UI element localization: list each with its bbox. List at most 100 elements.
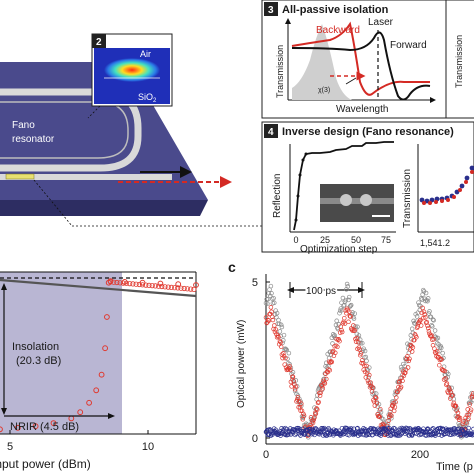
red-trace-point: [342, 321, 348, 326]
red-trace-point: [283, 355, 288, 361]
forward-point: [184, 286, 190, 292]
red-trace-point: [319, 383, 325, 389]
opt-xtick-0: 0: [293, 235, 298, 245]
chi3-label: χ(3): [318, 87, 330, 94]
red-trace-point: [360, 358, 365, 363]
forward-point: [130, 281, 136, 287]
panel-4: 4 Inverse design (Fano resonance) Reflec…: [261, 121, 474, 255]
red-trace-point: [301, 413, 307, 418]
red-trace-point: [333, 343, 339, 348]
grey-trace-point: [328, 352, 334, 357]
red-trace-point: [297, 405, 303, 410]
red-trace-point: [270, 317, 276, 323]
grey-trace-point: [416, 302, 422, 308]
leader-to-panel4-v: [33, 179, 73, 227]
red-trace-point: [457, 415, 463, 421]
grey-trace-point: [348, 302, 354, 308]
panel-4-number: 4: [268, 127, 274, 138]
forward-series: [0, 278, 199, 433]
grey-trace-point: [338, 306, 344, 311]
backward-label: Backward: [316, 25, 360, 36]
forward-point: [149, 282, 155, 289]
red-trace-point: [420, 305, 425, 311]
forward-point: [32, 423, 39, 430]
red-trace-point: [389, 413, 394, 418]
red-trace-point: [377, 414, 382, 420]
forward-point: [175, 285, 181, 291]
red-trace-point: [470, 391, 474, 396]
blue-trace-point: [470, 432, 474, 438]
red-trace-point: [292, 387, 298, 392]
red-trace-point: [410, 345, 416, 350]
red-trace-point: [414, 334, 419, 340]
red-trace-point: [421, 309, 427, 315]
bus-waveguide: [0, 174, 172, 180]
forward-point: [139, 282, 146, 288]
red-trace-point: [464, 420, 469, 425]
panel-b-xlabel: Input power (dBm): [0, 457, 91, 471]
grey-trace-point: [337, 310, 342, 316]
red-trace-point: [269, 314, 275, 320]
red-trace-point: [269, 309, 274, 315]
isolation-label-line2: (20.3 dB): [16, 355, 61, 367]
red-trace-point: [328, 359, 334, 364]
sem-hole-1: [340, 194, 352, 206]
chip-side: [0, 200, 208, 216]
opt-xtick-50: 50: [351, 235, 361, 245]
grey-trace-point: [341, 303, 346, 308]
red-trace-point: [423, 315, 428, 320]
red-trace-point: [422, 312, 427, 317]
grey-trace-point: [364, 358, 369, 364]
panel-3-y-arrowhead: [285, 18, 291, 24]
isolation-arrow-top: [1, 283, 7, 290]
opt-xtick-25: 25: [320, 235, 330, 245]
grey-trace-point: [272, 300, 277, 306]
blue-trace-point: [466, 425, 471, 431]
red-trace-point: [272, 323, 277, 328]
red-trace-point: [295, 395, 301, 400]
nrir-label: NRIR (4.5 dB): [10, 421, 79, 433]
red-trace-point: [417, 318, 423, 324]
red-trace-point: [312, 410, 318, 416]
red-trace-point: [296, 405, 301, 410]
grey-trace-point: [439, 345, 444, 351]
blue-trace-point: [369, 430, 374, 435]
red-trace-point: [318, 390, 323, 395]
red-trace-point: [367, 372, 372, 378]
red-trace-point: [293, 384, 299, 389]
red-trace-point: [342, 315, 347, 321]
red-trace-point: [337, 330, 343, 335]
backward-series: [0, 278, 197, 298]
grey-trace-point: [434, 340, 440, 346]
red-trace-point: [315, 400, 321, 406]
forward-point: [14, 424, 21, 431]
grey-trace-point: [340, 295, 346, 301]
blue-trace-point: [321, 425, 327, 431]
device-panel: Fano resonator 2 Air SiO2: [0, 33, 262, 227]
grey-trace-point: [274, 315, 279, 320]
panel-b-xtick-5: 5: [7, 441, 13, 453]
optimization-xlabel: Optimization step: [300, 244, 378, 255]
red-trace-point: [370, 385, 375, 390]
grey-trace-point: [351, 316, 357, 321]
blue-trace-point: [382, 426, 388, 431]
panel-c: c Optical power (mW) 5 0 0 200 Time (p 1…: [228, 259, 474, 473]
grey-trace-point: [334, 318, 339, 324]
grey-trace-point: [435, 335, 441, 341]
red-trace-point: [390, 403, 396, 409]
red-trace-point: [352, 328, 357, 333]
red-trace-point: [405, 365, 411, 370]
red-trace-point: [461, 419, 466, 424]
grey-trace-point: [352, 311, 357, 316]
forward-curve: [291, 31, 431, 101]
red-trace-point: [432, 350, 438, 355]
red-trace-point: [289, 384, 294, 389]
blue-trace-point: [395, 433, 400, 438]
grey-trace-point: [343, 297, 348, 303]
grey-trace-point: [271, 295, 276, 301]
panel-4-number-box: [264, 124, 278, 138]
red-trace-point: [450, 402, 456, 408]
grey-trace-point: [440, 350, 445, 356]
grey-trace-point: [286, 350, 292, 356]
red-trace-point: [324, 376, 329, 382]
